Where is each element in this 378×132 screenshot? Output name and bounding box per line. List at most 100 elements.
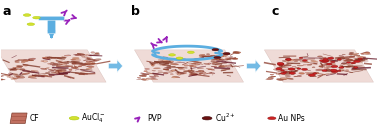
Ellipse shape (78, 66, 82, 67)
Ellipse shape (154, 73, 159, 75)
Ellipse shape (276, 73, 279, 74)
Ellipse shape (267, 78, 273, 80)
Ellipse shape (69, 69, 72, 70)
Circle shape (308, 74, 315, 76)
Ellipse shape (23, 64, 28, 66)
Ellipse shape (62, 56, 67, 58)
Ellipse shape (48, 74, 54, 76)
Ellipse shape (85, 63, 94, 65)
Ellipse shape (73, 59, 81, 61)
Ellipse shape (293, 59, 303, 60)
Ellipse shape (351, 53, 359, 55)
Ellipse shape (164, 67, 171, 68)
Ellipse shape (72, 58, 79, 60)
Ellipse shape (136, 79, 144, 80)
Ellipse shape (173, 76, 179, 77)
Ellipse shape (318, 56, 322, 57)
Ellipse shape (51, 62, 54, 63)
Ellipse shape (233, 52, 241, 53)
Ellipse shape (49, 56, 56, 58)
Ellipse shape (18, 59, 27, 61)
Ellipse shape (71, 67, 79, 69)
Ellipse shape (277, 67, 283, 68)
Ellipse shape (17, 65, 23, 67)
Ellipse shape (197, 68, 204, 69)
Ellipse shape (285, 61, 289, 62)
Ellipse shape (288, 78, 293, 79)
Ellipse shape (212, 70, 215, 71)
Ellipse shape (341, 63, 347, 64)
Ellipse shape (57, 68, 67, 70)
Ellipse shape (170, 70, 177, 71)
Ellipse shape (208, 69, 212, 70)
Ellipse shape (59, 63, 67, 65)
Ellipse shape (318, 75, 322, 76)
Ellipse shape (44, 75, 48, 76)
Ellipse shape (65, 65, 70, 66)
Ellipse shape (322, 74, 325, 75)
Ellipse shape (146, 73, 154, 74)
Ellipse shape (329, 63, 336, 65)
Ellipse shape (183, 70, 192, 71)
Ellipse shape (50, 63, 55, 64)
Ellipse shape (180, 72, 187, 74)
Circle shape (202, 117, 212, 120)
Ellipse shape (177, 72, 184, 73)
Ellipse shape (303, 64, 306, 65)
Ellipse shape (359, 60, 368, 61)
Ellipse shape (16, 77, 25, 78)
Ellipse shape (285, 75, 291, 77)
Circle shape (351, 62, 356, 64)
Ellipse shape (335, 57, 344, 58)
Text: c: c (272, 5, 279, 18)
Ellipse shape (177, 67, 184, 68)
Ellipse shape (199, 54, 205, 56)
Ellipse shape (11, 78, 18, 80)
Ellipse shape (190, 65, 194, 66)
Ellipse shape (27, 60, 34, 61)
Ellipse shape (199, 73, 203, 74)
Ellipse shape (279, 66, 285, 68)
Ellipse shape (139, 75, 147, 77)
Ellipse shape (23, 71, 29, 72)
Ellipse shape (352, 63, 355, 64)
Ellipse shape (184, 65, 188, 66)
Ellipse shape (40, 68, 47, 70)
Ellipse shape (141, 73, 149, 74)
Ellipse shape (347, 60, 354, 61)
Ellipse shape (54, 70, 63, 73)
Ellipse shape (172, 77, 177, 78)
Polygon shape (264, 50, 373, 82)
Circle shape (286, 59, 291, 60)
Ellipse shape (58, 62, 64, 63)
Ellipse shape (197, 59, 203, 60)
Ellipse shape (141, 79, 146, 80)
Ellipse shape (297, 65, 304, 66)
Ellipse shape (52, 64, 58, 66)
Ellipse shape (359, 59, 363, 61)
Circle shape (302, 60, 307, 61)
Ellipse shape (42, 57, 50, 59)
Ellipse shape (314, 72, 319, 73)
Ellipse shape (194, 60, 199, 61)
Ellipse shape (57, 58, 65, 60)
Ellipse shape (307, 64, 312, 65)
Ellipse shape (306, 72, 313, 73)
Ellipse shape (152, 70, 156, 71)
Ellipse shape (336, 57, 340, 58)
Ellipse shape (349, 56, 355, 58)
Polygon shape (0, 50, 106, 82)
Circle shape (322, 70, 327, 72)
Ellipse shape (350, 60, 358, 61)
Ellipse shape (73, 57, 79, 59)
Ellipse shape (287, 59, 294, 61)
Text: Cu$^{2+}$: Cu$^{2+}$ (215, 112, 235, 124)
Ellipse shape (28, 76, 37, 77)
Ellipse shape (71, 59, 76, 60)
Ellipse shape (21, 73, 29, 75)
Ellipse shape (279, 79, 287, 80)
Ellipse shape (45, 57, 52, 58)
Ellipse shape (64, 62, 69, 64)
Ellipse shape (361, 53, 364, 55)
Circle shape (176, 57, 183, 59)
